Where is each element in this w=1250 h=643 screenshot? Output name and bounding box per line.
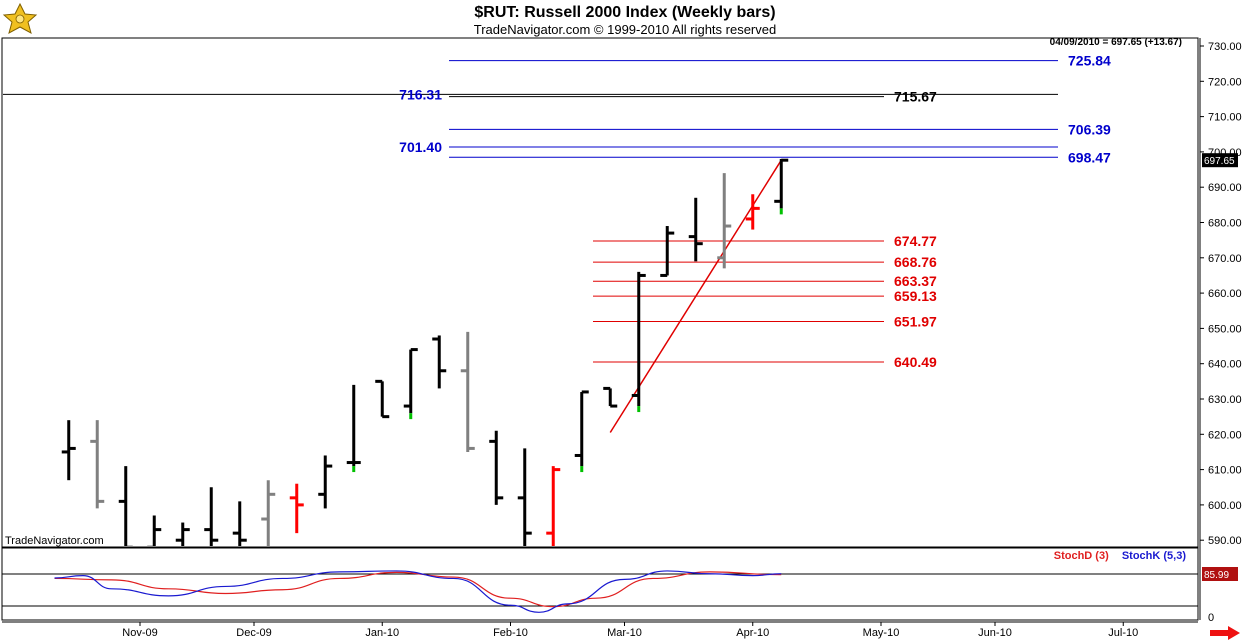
last-price-badge <box>1202 153 1238 168</box>
y-tick-label: 590.00 <box>1208 535 1242 547</box>
x-tick-label: May-10 <box>863 627 900 639</box>
stoch-panel-frame <box>1 547 1199 621</box>
watermark-label: TradeNavigator.com <box>5 535 104 547</box>
x-tick-label: Mar-10 <box>607 627 642 639</box>
x-tick-label: Nov-09 <box>122 627 157 639</box>
y-tick-label: 710.00 <box>1208 112 1242 124</box>
level-label: 725.84 <box>1068 53 1111 69</box>
last-price-label: 697.65 <box>1204 156 1235 167</box>
chart-subtitle: TradeNavigator.com © 1999-2010 All right… <box>473 22 777 37</box>
level-label: 698.47 <box>1068 149 1111 165</box>
y-tick-label: 600.00 <box>1208 500 1242 512</box>
level-label: 668.76 <box>894 254 937 270</box>
y-tick-label: 730.00 <box>1208 41 1242 53</box>
x-tick-label: Dec-09 <box>236 627 271 639</box>
trade-navigator-logo-icon <box>2 2 38 35</box>
level-label: 715.67 <box>894 89 937 105</box>
level-label: 659.13 <box>894 288 937 304</box>
x-tick-label: Jul-10 <box>1108 627 1138 639</box>
y-tick-label: 660.00 <box>1208 288 1242 300</box>
level-label: 663.37 <box>894 273 937 289</box>
price-series <box>3 60 1058 546</box>
level-label: 716.31 <box>399 86 442 102</box>
x-tick-label: Apr-10 <box>736 627 769 639</box>
price-readout: 04/09/2010 = 697.65 (+13.67) <box>1049 37 1182 48</box>
stochd-legend-label: StochD (3) <box>1053 550 1109 562</box>
y-tick-label: 620.00 <box>1208 429 1242 441</box>
x-tick-label: Jan-10 <box>365 627 399 639</box>
stochd-line <box>54 571 782 608</box>
stoch-value-label: 85.99 <box>1204 570 1229 581</box>
stochk-line <box>54 570 782 613</box>
stochk-legend-label: StochK (5,3) <box>1121 550 1186 562</box>
y-tick-label: 650.00 <box>1208 323 1242 335</box>
level-label: 701.40 <box>399 139 442 155</box>
y-tick-label: 610.00 <box>1208 465 1242 477</box>
x-tick-label: Jun-10 <box>978 627 1012 639</box>
y-tick-label: 670.00 <box>1208 253 1242 265</box>
y-tick-label: 720.00 <box>1208 76 1242 88</box>
y-tick-label: 690.00 <box>1208 182 1242 194</box>
y-tick-label: 640.00 <box>1208 359 1242 371</box>
level-label: 651.97 <box>894 313 937 329</box>
chart-title: $RUT: Russell 2000 Index (Weekly bars) <box>474 4 776 21</box>
price-panel-frame <box>1 37 1199 548</box>
stochastic-legend: StochD (3) StochK (5,3) <box>1054 550 1186 562</box>
level-label: 640.49 <box>894 354 937 370</box>
stoch-tick-label: 0 <box>1208 612 1214 624</box>
level-label: 674.77 <box>894 233 937 249</box>
y-tick-label: 630.00 <box>1208 394 1242 406</box>
y-tick-label: 680.00 <box>1208 218 1242 230</box>
x-tick-label: Feb-10 <box>493 627 528 639</box>
stoch-value-badge <box>1202 567 1238 581</box>
level-label: 706.39 <box>1068 121 1111 137</box>
next-arrow-icon[interactable] <box>1210 626 1240 640</box>
